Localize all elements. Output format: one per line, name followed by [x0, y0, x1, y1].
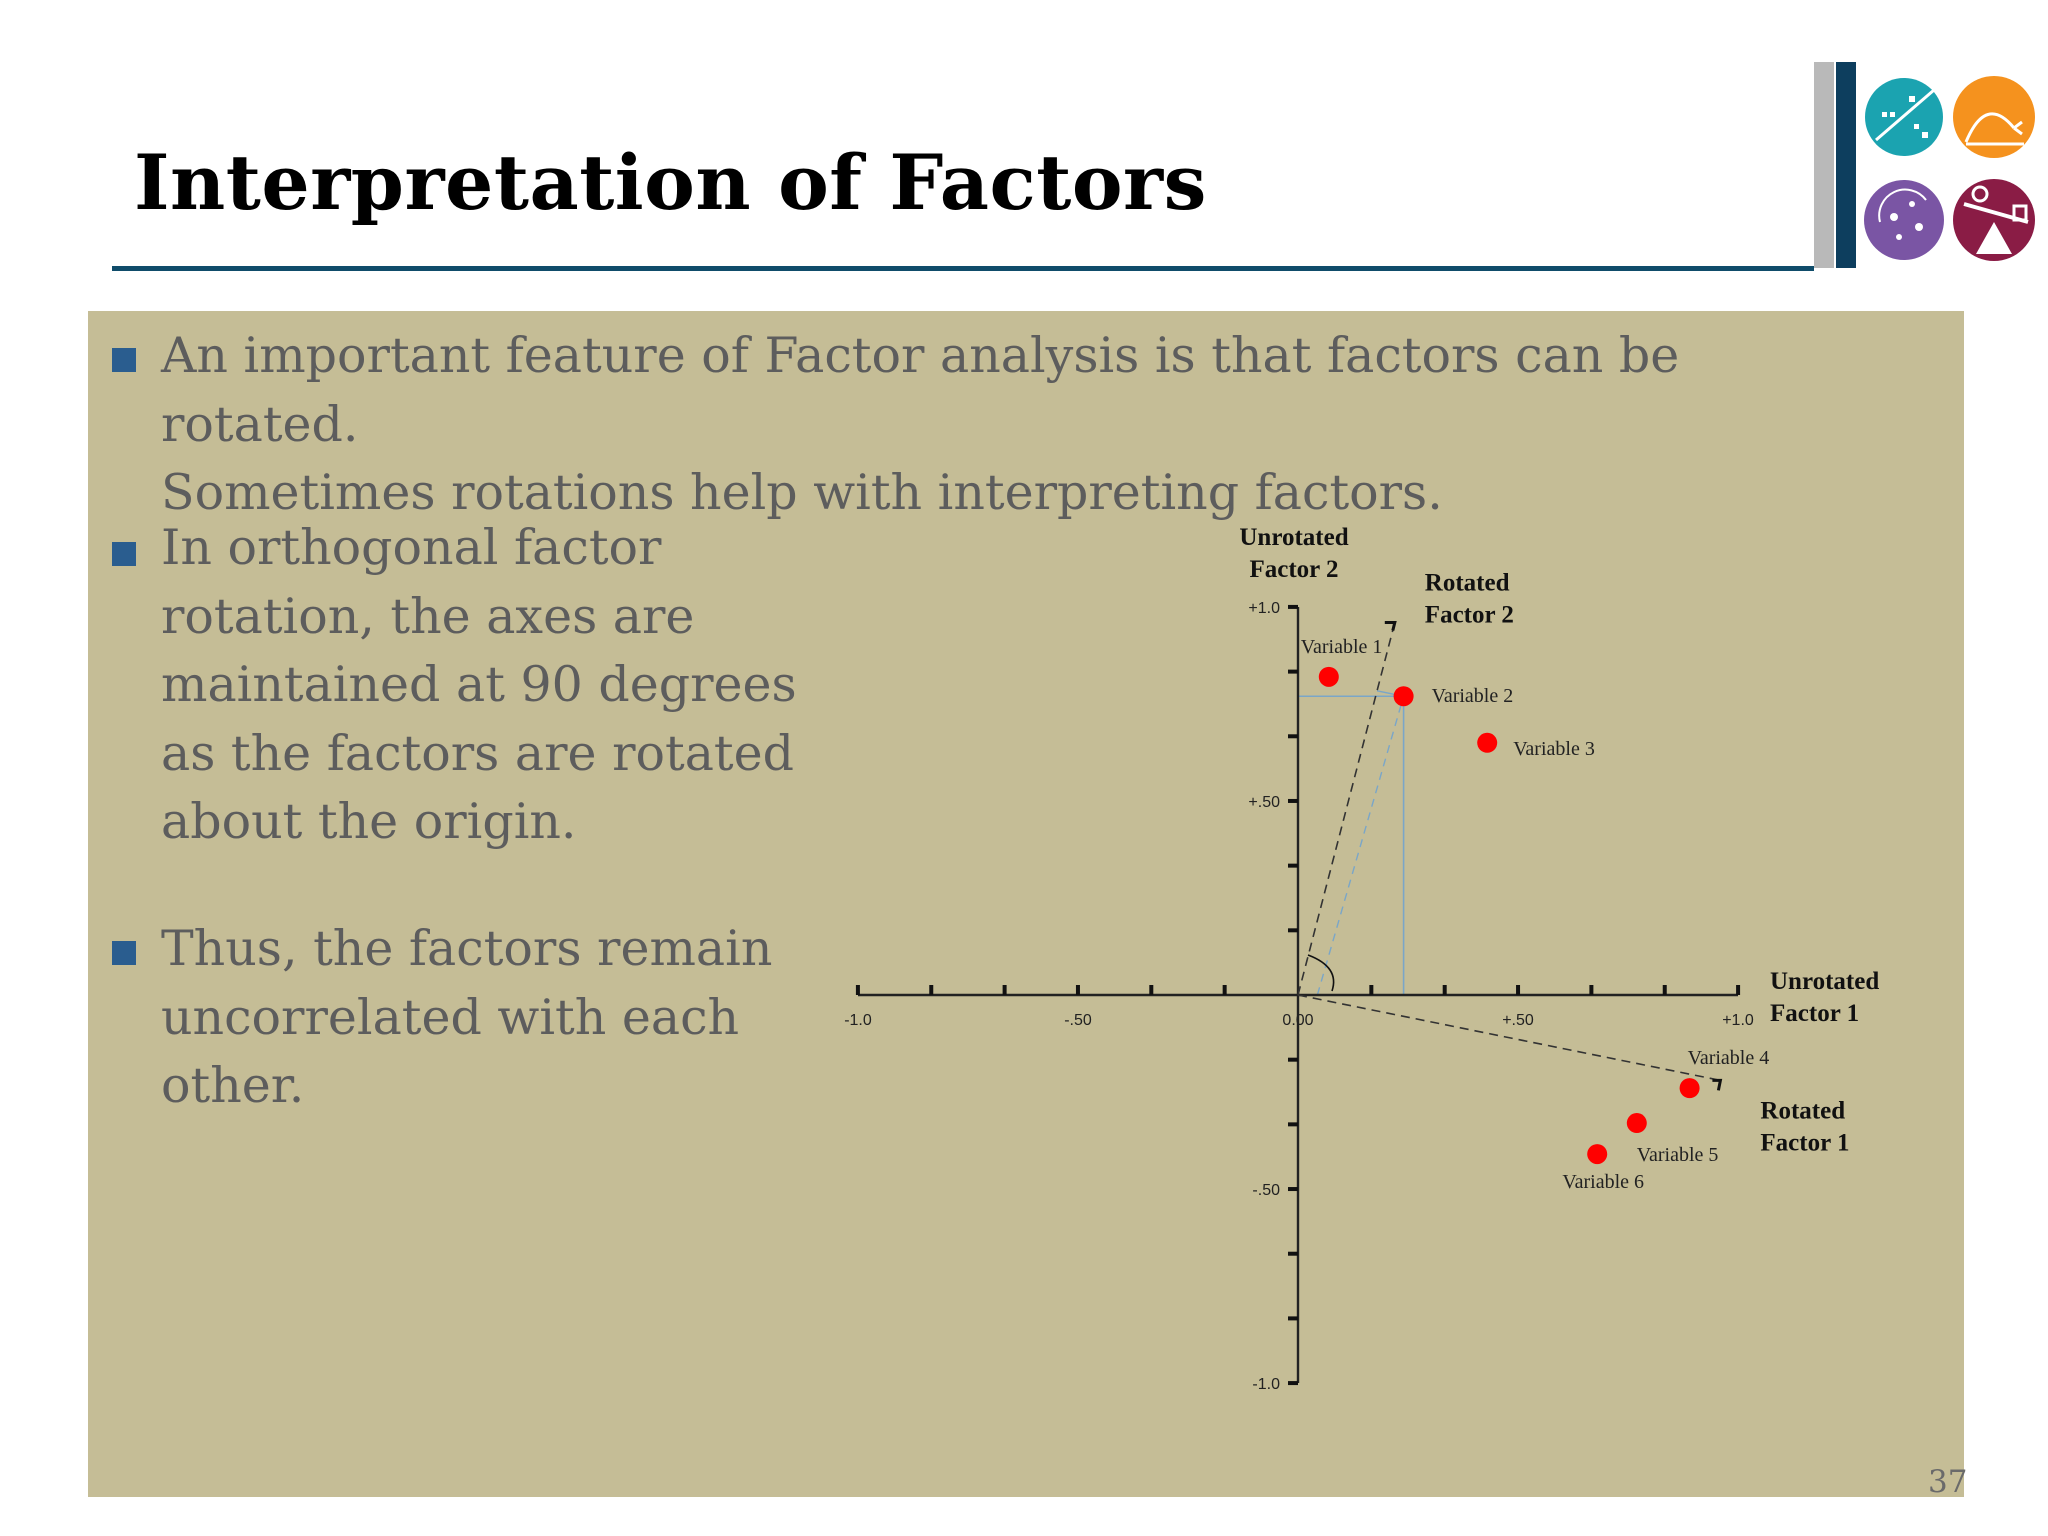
data-point-variable-4 [1679, 1078, 1700, 1099]
rotated-factor-1-label: Factor 1 [1760, 1129, 1849, 1156]
rotated-factor-2-label: Rotated [1425, 570, 1510, 597]
bullet-text-orthogonal-rotation: In orthogonal factor rotation, the axes … [161, 519, 797, 850]
data-point-variable-2 [1393, 686, 1414, 707]
factor-rotation-chart: -1.0 -.50 0.00 +.50 +1.0 +1.0 +.50 -.50 -1.0 Unro… [844, 524, 1879, 1393]
y-tick-label: -.50 [1252, 1182, 1280, 1199]
bullet-text-rotation-feature: An important feature of Factor analysis … [161, 327, 1680, 521]
unrotated-factor-2-label: Unrotated [1239, 524, 1348, 551]
y-tick-label: +1.0 [1248, 600, 1280, 617]
page-number: 37 [1928, 1464, 1968, 1500]
title-underline [112, 266, 1814, 271]
teal-scatter-icon [1865, 78, 1943, 156]
bullet-marker [112, 348, 136, 372]
rotation-angle-arc [1307, 954, 1335, 992]
bullet-text-uncorrelated: Thus, the factors remain uncorrelated wi… [161, 920, 773, 1114]
data-point-variable-3 [1477, 732, 1498, 753]
data-label-variable-5: Variable 5 [1637, 1144, 1719, 1166]
bullet-marker [112, 542, 136, 566]
maroon-balance-icon [1953, 179, 2035, 261]
decorative-bar-grey [1814, 62, 1834, 268]
x-tick-label: +1.0 [1722, 1012, 1754, 1029]
x-tick-label: -1.0 [844, 1012, 872, 1029]
data-label-variable-3: Variable 3 [1513, 738, 1595, 760]
y-tick-label: -1.0 [1252, 1376, 1280, 1393]
x-tick-label: +.50 [1502, 1012, 1534, 1029]
decorative-bar-navy [1836, 62, 1856, 268]
data-point-variable-5 [1626, 1113, 1647, 1134]
unrotated-factor-1-label: Unrotated [1770, 968, 1879, 995]
y-tick-label: +.50 [1248, 794, 1280, 811]
x-tick-label: 0.00 [1282, 1012, 1313, 1029]
data-label-variable-1: Variable 1 [1301, 636, 1383, 658]
rotated-factor-1-axis [1297, 994, 1721, 1082]
rotated-factor-2-axis-end [1384, 621, 1397, 631]
rotated-factor-1-axis-end [1712, 1078, 1723, 1091]
projection-line-dashed [1316, 696, 1405, 996]
data-label-variable-4: Variable 4 [1688, 1047, 1770, 1069]
x-tick-label: -.50 [1064, 1012, 1092, 1029]
logo-icon-grid [1864, 76, 2035, 261]
data-point-variable-6 [1587, 1144, 1608, 1165]
data-label-variable-6: Variable 6 [1562, 1171, 1644, 1193]
purple-cluster-icon [1864, 180, 1944, 260]
rotated-factor-2-label: Factor 2 [1425, 602, 1514, 629]
content-panel [88, 311, 1964, 1497]
bullet-marker [112, 941, 136, 965]
orange-curve-icon [1953, 76, 2035, 158]
data-point-variable-1 [1318, 666, 1339, 687]
rotated-factor-2-axis [1297, 622, 1396, 996]
unrotated-factor-2-label: Factor 2 [1249, 556, 1338, 583]
page-title: Interpretation of Factors [134, 138, 1207, 227]
unrotated-factor-1-label: Factor 1 [1770, 1000, 1859, 1027]
data-label-variable-2: Variable 2 [1432, 685, 1514, 707]
rotated-factor-1-label: Rotated [1760, 1097, 1845, 1124]
